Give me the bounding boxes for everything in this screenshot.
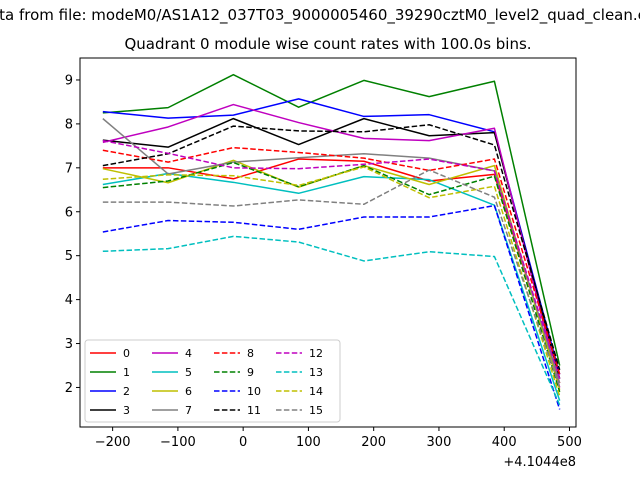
x-tick-label: 300: [427, 435, 452, 450]
x-offset-label: +4.1044e8: [503, 455, 576, 470]
series-line-4: [102, 103, 561, 388]
series-line-11: [102, 124, 561, 371]
series-line-10: [102, 204, 561, 410]
y-tick-label: 3: [65, 337, 73, 352]
x-tick-label: −100: [160, 435, 196, 450]
x-tick-label: 0: [239, 435, 247, 450]
y-tick-label: 9: [65, 73, 73, 88]
series-line-0: [102, 158, 561, 384]
y-tick-label: 5: [65, 249, 73, 264]
legend-label-1: 1: [123, 366, 130, 379]
legend-label-0: 0: [123, 347, 130, 360]
figure-suptitle: Data from file: modeM0/AS1A12_037T03_900…: [0, 6, 640, 25]
series-line-13: [102, 235, 561, 406]
chart-title: Quadrant 0 module wise count rates with …: [124, 35, 531, 53]
y-tick-label: 2: [65, 381, 73, 396]
x-tick-label: −200: [95, 435, 131, 450]
series-line-8: [102, 146, 561, 375]
y-tick-label: 4: [65, 293, 73, 308]
legend-label-4: 4: [185, 347, 192, 360]
axes-frame: [79, 57, 577, 428]
series-line-1: [102, 73, 561, 366]
legend-label-8: 8: [247, 347, 254, 360]
series-layer: [102, 73, 561, 410]
y-tick-label: 7: [65, 161, 73, 176]
legend-label-5: 5: [185, 366, 192, 379]
legend-label-10: 10: [247, 385, 261, 398]
legend-label-12: 12: [309, 347, 323, 360]
legend-label-9: 9: [247, 366, 254, 379]
legend-label-15: 15: [309, 404, 323, 417]
y-tick-label: 6: [65, 205, 73, 220]
legend-label-3: 3: [123, 404, 130, 417]
legend-label-14: 14: [309, 385, 323, 398]
legend-label-6: 6: [185, 385, 192, 398]
legend-label-13: 13: [309, 366, 323, 379]
series-line-12: [102, 139, 561, 379]
series-line-14: [102, 166, 561, 397]
legend-label-7: 7: [185, 404, 192, 417]
series-line-2: [102, 98, 561, 375]
series-line-3: [102, 117, 561, 379]
legend-box: [84, 339, 341, 423]
x-tick-label: 500: [557, 435, 582, 450]
legend-label-2: 2: [123, 385, 130, 398]
y-tick-label: 8: [65, 117, 73, 132]
x-tick-label: 400: [492, 435, 517, 450]
x-tick-label: 100: [296, 435, 321, 450]
x-tick-label: 200: [361, 435, 386, 450]
series-line-15: [102, 169, 561, 388]
legend-label-11: 11: [247, 404, 261, 417]
